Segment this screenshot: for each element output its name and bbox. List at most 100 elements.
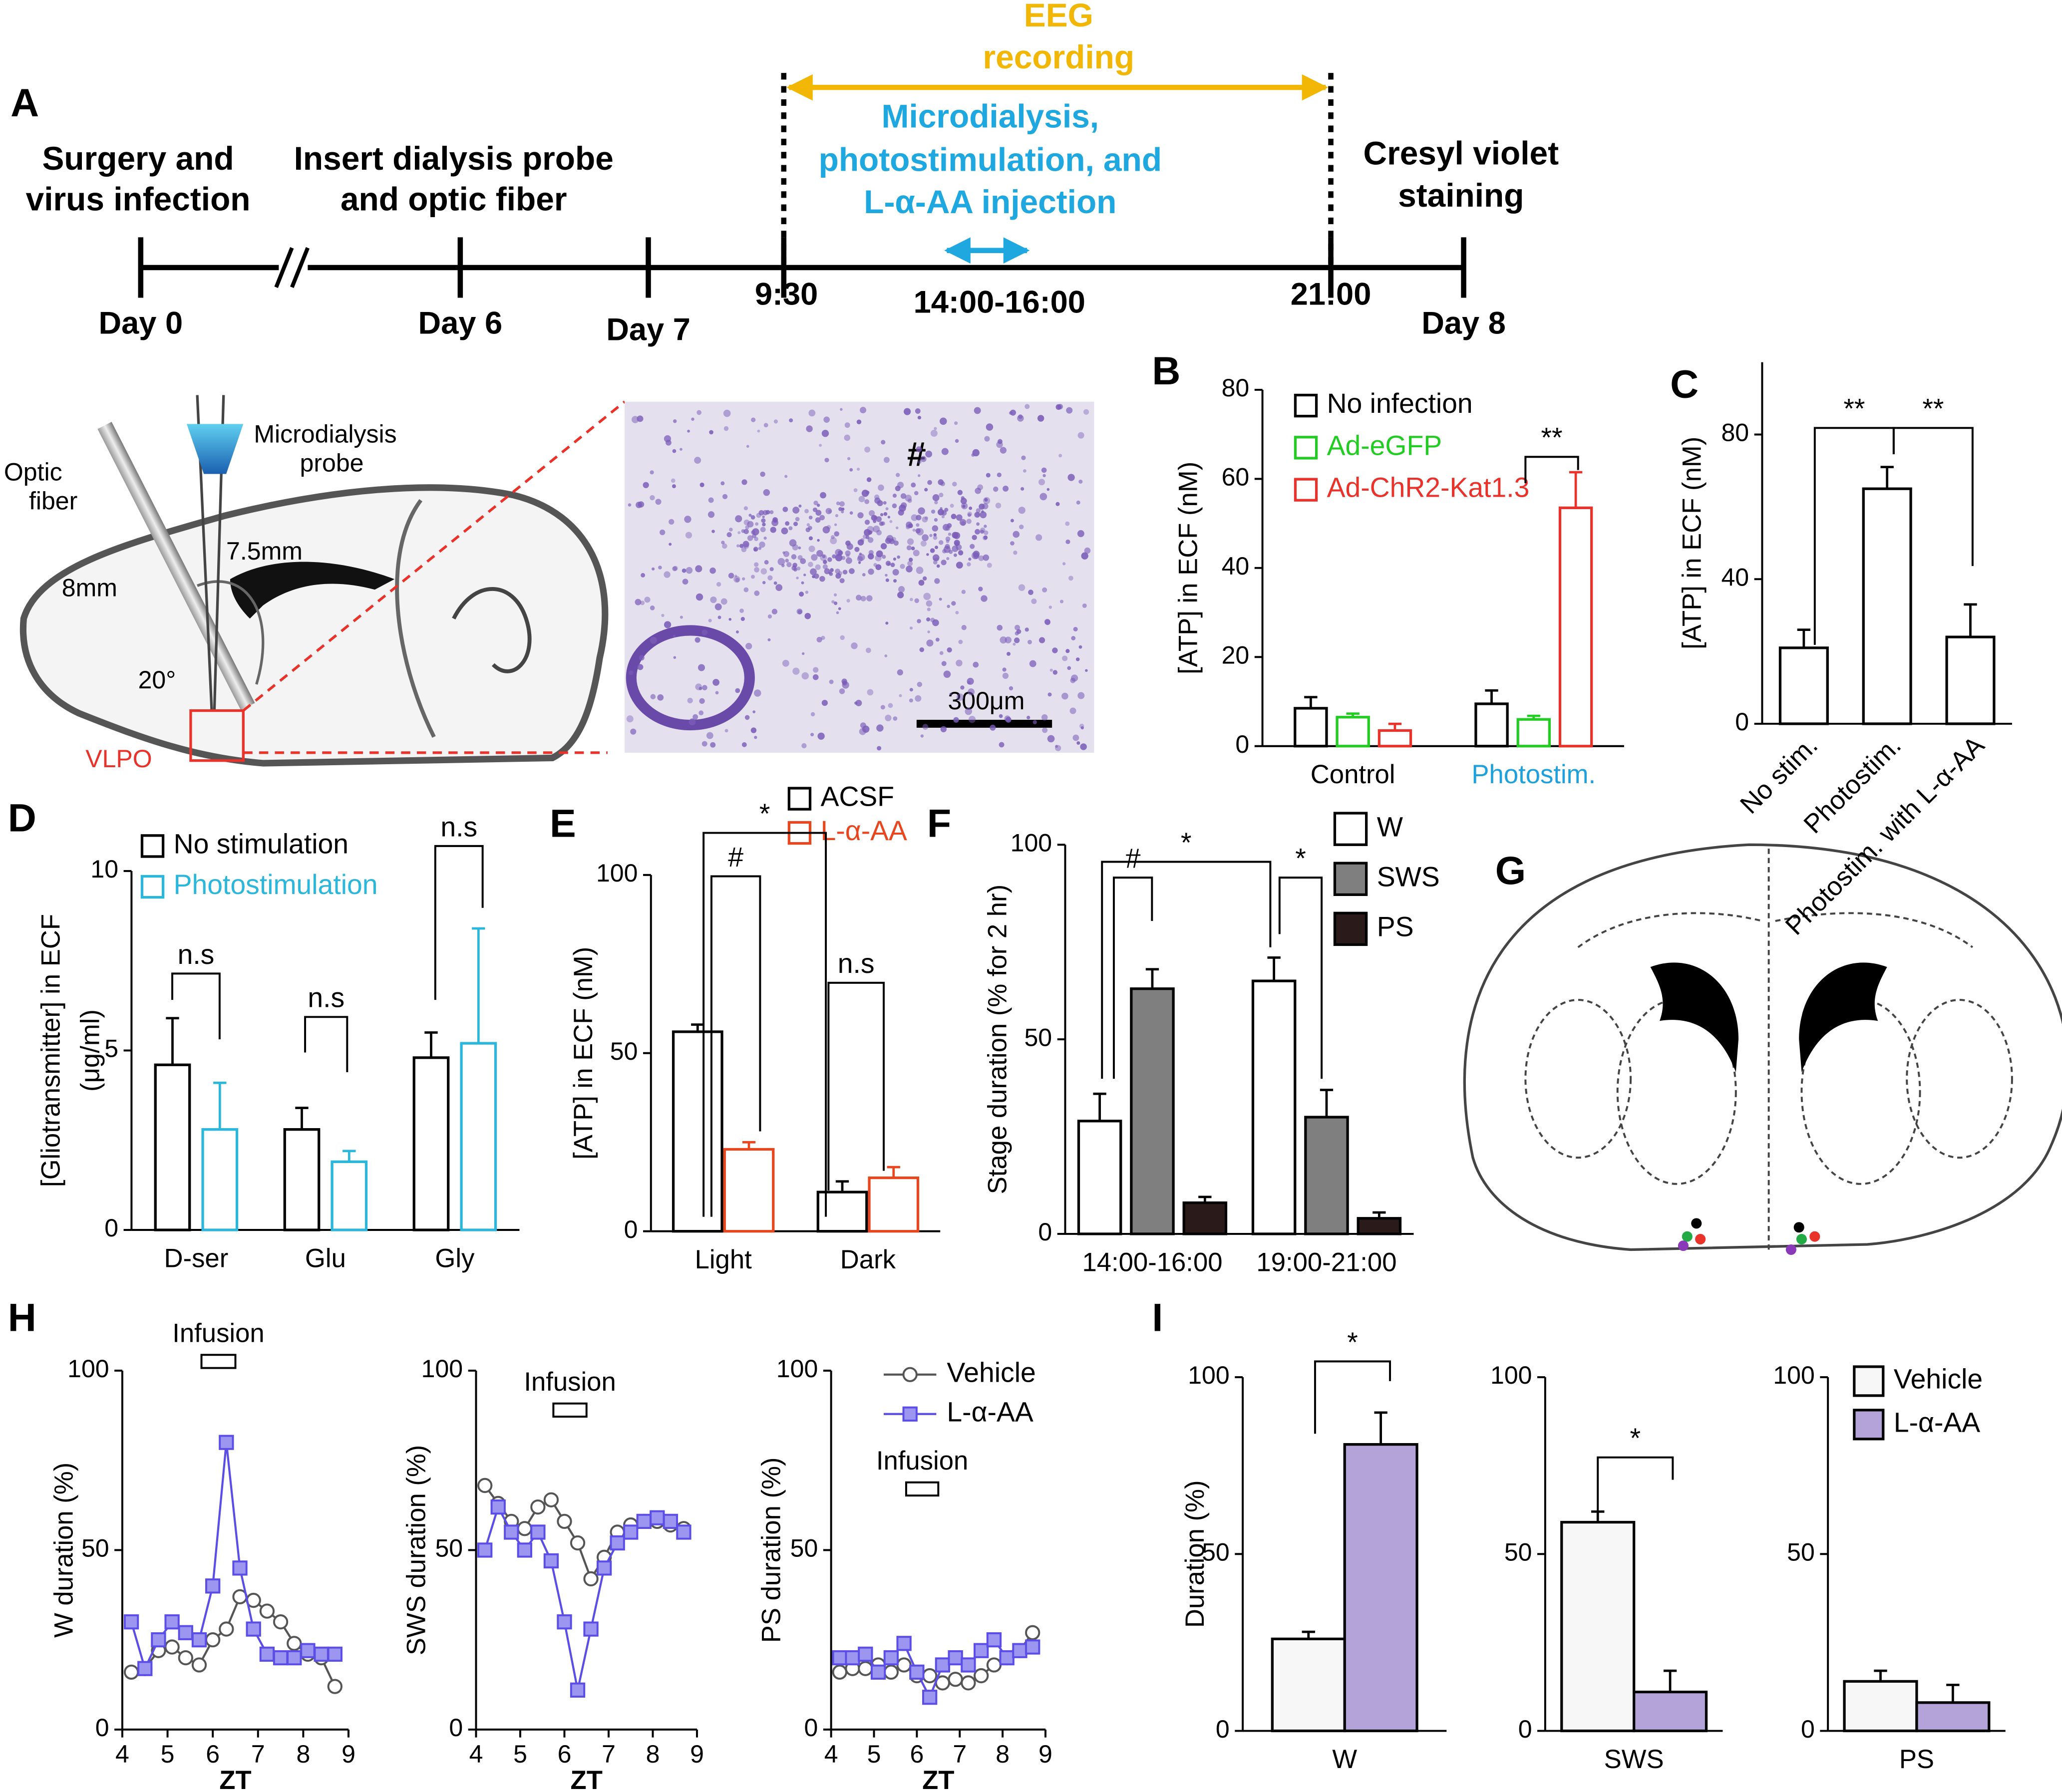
speckle	[1055, 404, 1061, 410]
speckle	[1021, 487, 1025, 491]
speckle	[911, 546, 915, 551]
speckle	[978, 555, 984, 561]
speckle	[643, 482, 649, 488]
speckle	[849, 511, 853, 515]
speckle	[968, 716, 976, 723]
y-axis-label: [ATP] in ECF (nM)	[1174, 462, 1203, 674]
speckle	[984, 436, 990, 442]
speckle	[835, 549, 842, 556]
speckle	[1015, 631, 1019, 636]
speckle	[1076, 500, 1080, 505]
speckle	[895, 485, 901, 492]
speckle	[1059, 599, 1064, 603]
speckle	[881, 440, 886, 445]
speckle	[885, 621, 889, 625]
speckle	[824, 458, 829, 463]
procedure-label: L-α-AA injection	[864, 183, 1116, 220]
speckle	[680, 615, 683, 619]
speckle	[657, 694, 664, 701]
speckle	[888, 703, 893, 708]
x-tick-label: 4	[115, 1740, 129, 1768]
speckle	[785, 521, 790, 526]
x-tick-label: Dark	[840, 1245, 896, 1274]
panel-label: D	[8, 796, 36, 840]
speckle	[819, 515, 825, 521]
infusion-label: Infusion	[524, 1367, 616, 1397]
speckle	[1000, 447, 1007, 454]
speckle	[900, 493, 907, 499]
speckle	[1055, 745, 1058, 748]
axis-break	[274, 247, 310, 288]
speckle	[907, 561, 913, 567]
illustration-label: Microdialysis	[254, 420, 396, 448]
error-bar	[213, 1081, 227, 1130]
speckle	[981, 595, 988, 602]
speckle	[934, 578, 940, 584]
speckle	[695, 593, 703, 601]
speckle	[967, 513, 972, 517]
speckle	[792, 544, 799, 551]
marker	[883, 1650, 899, 1666]
speckle	[685, 532, 692, 539]
marker	[530, 1524, 546, 1540]
speckle	[671, 478, 676, 483]
speckle	[762, 581, 766, 585]
speckle	[763, 423, 768, 428]
speckle	[760, 471, 765, 477]
marker	[986, 1632, 1002, 1648]
speckle	[895, 526, 899, 530]
legend-label: Ad-eGFP	[1327, 430, 1442, 461]
speckle	[945, 536, 951, 542]
panel-label: C	[1670, 362, 1699, 406]
speckle	[1000, 636, 1007, 644]
speckle	[792, 667, 800, 675]
legend-swatch	[1333, 812, 1368, 846]
speckle	[812, 575, 815, 579]
speckle	[933, 560, 938, 565]
legend-swatch	[1294, 436, 1318, 460]
speckle	[851, 642, 858, 649]
speckle	[1035, 534, 1042, 541]
speckle	[813, 573, 819, 579]
timeline: EEG recording Microdialysis, photostimul…	[26, 0, 1559, 347]
speckle	[858, 496, 865, 503]
speckle	[825, 508, 832, 515]
speckle	[743, 519, 750, 526]
speckle	[1005, 636, 1012, 643]
speckle	[915, 528, 921, 534]
speckle	[981, 510, 984, 513]
y-axis-label: [Gliotransmitter] in ECF	[36, 914, 65, 1187]
speckle	[952, 545, 959, 552]
error-bar	[1663, 1669, 1677, 1692]
speckle	[751, 575, 755, 579]
speckle	[1010, 519, 1014, 523]
speckle	[805, 527, 810, 533]
significance-bracket	[702, 832, 827, 1217]
histology-mark: #	[907, 435, 926, 473]
bar	[1558, 506, 1593, 748]
bar	[1778, 646, 1829, 725]
speckle	[941, 560, 947, 566]
infusion-label: Infusion	[172, 1319, 264, 1348]
speckle	[721, 541, 725, 545]
y-tick-label: 5	[104, 1035, 118, 1063]
marker	[832, 1664, 847, 1680]
y-tick-label: 60	[1222, 463, 1250, 491]
speckle	[726, 532, 732, 538]
speckle	[936, 564, 940, 568]
speckle	[915, 695, 922, 702]
speckle	[984, 530, 989, 536]
y-tick-label: 80	[1222, 374, 1250, 402]
speckle	[1003, 485, 1009, 492]
y-axis-label: [ATP] in ECF (nM)	[569, 947, 598, 1160]
y-tick-label: 80	[1721, 419, 1749, 447]
speckle	[786, 562, 792, 568]
speckle	[853, 488, 858, 493]
y-tick-label: 20	[1222, 641, 1250, 669]
speckle	[934, 518, 938, 522]
x-tick-label: 5	[513, 1740, 527, 1768]
speckle	[878, 484, 884, 491]
speckle	[935, 637, 940, 642]
speckle	[724, 729, 728, 733]
speckle	[791, 554, 797, 560]
